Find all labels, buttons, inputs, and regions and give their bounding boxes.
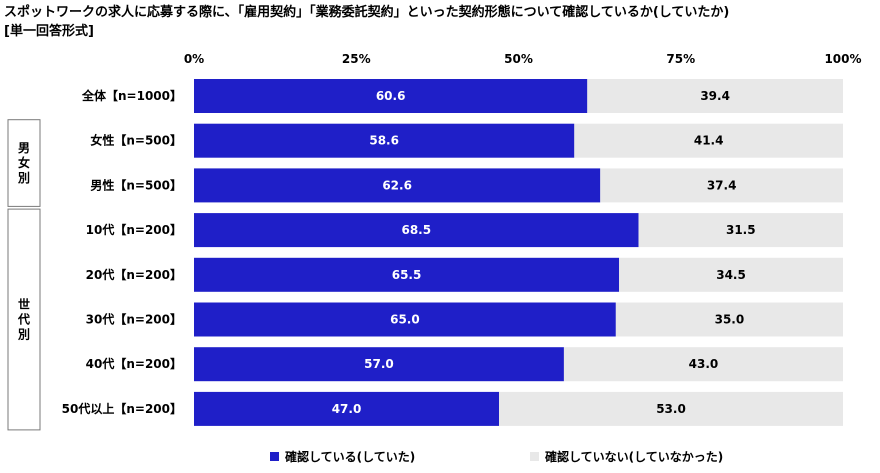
data-label: 34.5	[716, 268, 746, 282]
bar-segment	[619, 257, 843, 292]
data-label: 35.0	[715, 313, 745, 327]
data-label: 68.5	[401, 223, 431, 237]
data-label: 47.0	[332, 402, 362, 416]
bar-segment	[194, 257, 620, 292]
category-label: 20代【n=200】	[86, 267, 182, 282]
group-label: 男女別	[17, 141, 30, 185]
data-label: 57.0	[364, 357, 394, 371]
category-label: 男性【n=500】	[90, 177, 182, 192]
legend-label-not-confirmed: 確認していない(していなかった)	[545, 450, 724, 464]
category-label: 10代【n=200】	[86, 222, 182, 237]
bar-segment	[638, 213, 843, 248]
category-label: 30代【n=200】	[86, 312, 182, 327]
data-label: 37.4	[707, 178, 737, 192]
data-label: 53.0	[656, 402, 686, 416]
legend-label-confirmed: 確認している(していた)	[285, 450, 416, 464]
bar-segment	[499, 391, 843, 426]
bar-segment	[563, 347, 843, 382]
category-label: 40代【n=200】	[86, 356, 182, 371]
legend-swatch-not-confirmed	[530, 452, 539, 461]
category-label: 全体【n=1000】	[81, 88, 182, 103]
legend-item-confirmed: 確認している(していた)	[270, 448, 415, 465]
chart-title: スポットワークの求人に応募する際に、「雇用契約」「業務委託契約」といった契約形態…	[4, 5, 730, 20]
data-label: 65.5	[392, 268, 422, 282]
legend-item-not-confirmed: 確認していない(していなかった)	[530, 448, 723, 465]
x-tick-label: 100%	[824, 52, 861, 66]
data-label: 60.6	[376, 89, 406, 103]
bar-segment	[194, 302, 616, 337]
category-label: 50代以上【n=200】	[62, 401, 182, 416]
legend-swatch-confirmed	[270, 452, 279, 461]
bar-segment	[587, 79, 843, 113]
group-label: 世代別	[17, 297, 30, 342]
bar-segment	[194, 123, 575, 158]
data-label: 41.4	[694, 134, 724, 148]
data-label: 65.0	[390, 313, 420, 327]
bar-segment	[194, 391, 500, 426]
bar-segment	[194, 168, 601, 203]
chart-subtitle: [単一回答形式]	[4, 24, 94, 39]
x-tick-label: 0%	[184, 52, 204, 66]
x-tick-label: 50%	[504, 52, 533, 66]
data-label: 62.6	[382, 178, 412, 192]
group-bracket	[7, 119, 41, 207]
category-label: 女性【n=500】	[90, 133, 182, 148]
bar-segment	[600, 168, 843, 203]
group-bracket	[7, 208, 41, 431]
data-label: 31.5	[726, 223, 756, 237]
bar-segment	[194, 347, 564, 382]
data-label: 58.6	[369, 134, 399, 148]
x-tick-label: 75%	[666, 52, 695, 66]
bar-segment	[615, 302, 843, 337]
bar-segment	[194, 79, 588, 113]
data-label: 39.4	[700, 89, 730, 103]
bar-segment	[574, 123, 843, 158]
x-tick-label: 25%	[342, 52, 371, 66]
data-label: 43.0	[689, 357, 719, 371]
bar-segment	[194, 213, 639, 248]
